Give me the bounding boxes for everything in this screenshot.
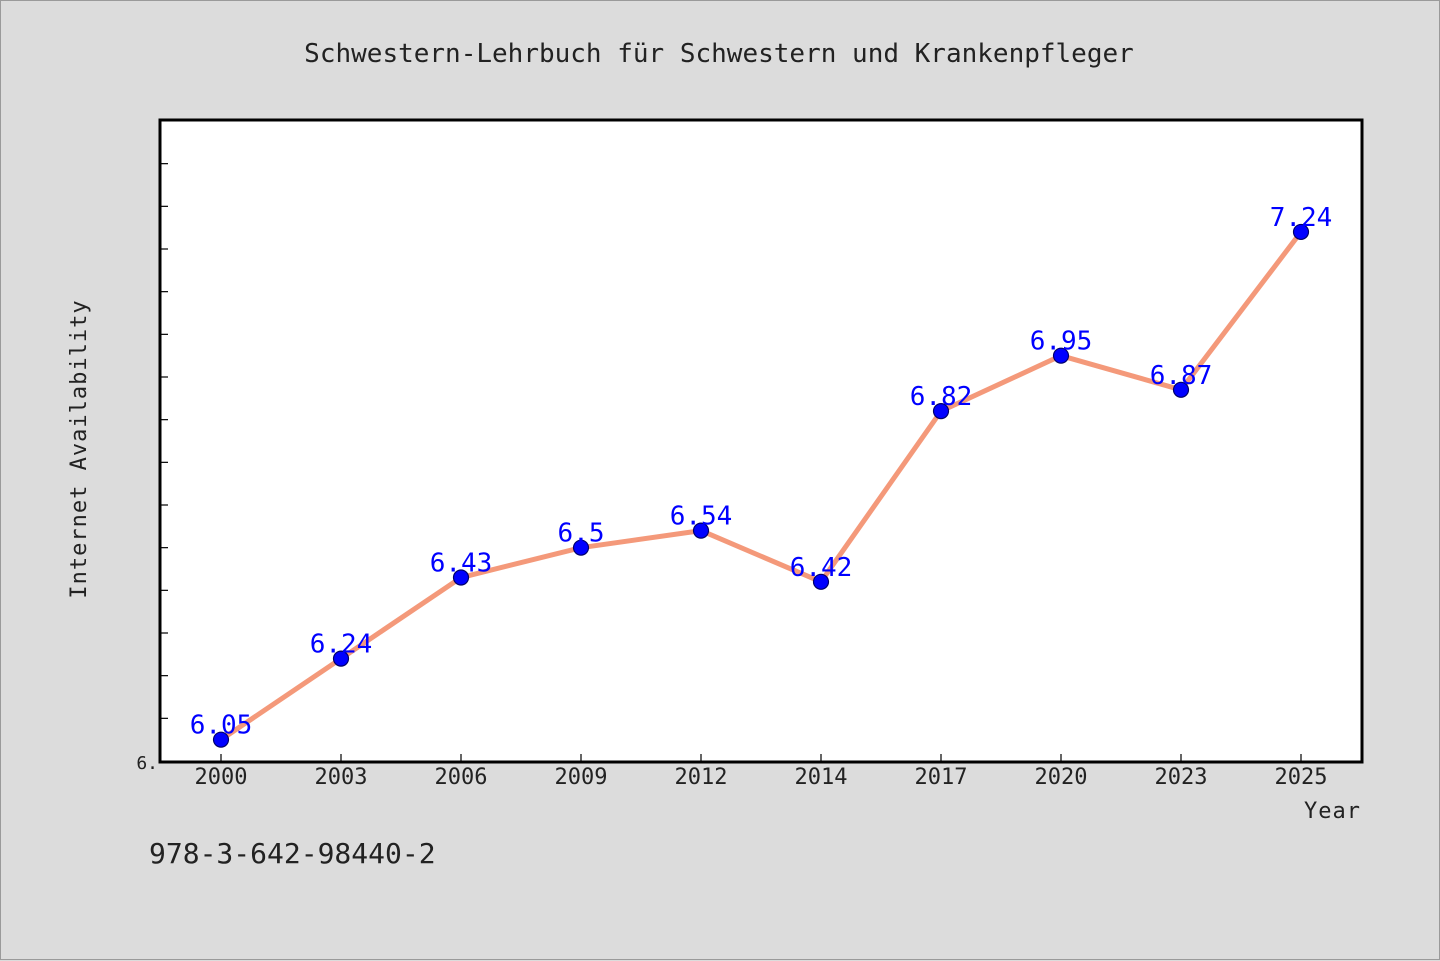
y-tick-label: 6. xyxy=(136,753,158,774)
data-label: 6.43 xyxy=(430,549,493,579)
y-axis-tick-labels: 6. xyxy=(136,753,158,774)
data-point xyxy=(212,731,230,748)
data-point xyxy=(332,650,350,667)
data-label: 6.42 xyxy=(790,553,853,583)
footer-isbn: 978-3-642-98440-2 xyxy=(149,837,436,870)
x-tick-label: 2009 xyxy=(555,765,608,790)
data-labels-group: 6.05 6.24 6.43 6.5 6.54 6.42 6.82 6.95 6.87 7.24 xyxy=(190,203,1333,741)
x-tick-label: 2006 xyxy=(435,765,488,790)
data-label: 6.82 xyxy=(910,382,973,412)
x-tick-label: 2025 xyxy=(1275,765,1328,790)
x-tick-label: 2003 xyxy=(315,765,368,790)
data-label: 6.54 xyxy=(670,502,733,532)
x-tick-label: 2014 xyxy=(795,765,848,790)
data-point xyxy=(1292,223,1310,241)
x-axis-label: Year xyxy=(1304,799,1361,824)
data-point xyxy=(452,569,470,586)
x-axis-tick-labels: 2000 2003 2006 2009 2012 2014 2017 2020 2023 2025 xyxy=(195,765,1328,790)
data-point xyxy=(692,522,710,539)
data-label: 6.87 xyxy=(1150,361,1213,391)
data-point xyxy=(812,573,830,590)
data-point xyxy=(572,539,590,556)
data-label: 6.5 xyxy=(558,519,605,549)
x-tick-label: 2023 xyxy=(1155,765,1208,790)
x-tick-label: 2012 xyxy=(675,765,728,790)
plot-area xyxy=(158,118,1364,764)
chart-title: Schwestern-Lehrbuch für Schwestern und K… xyxy=(304,39,1134,69)
data-point xyxy=(932,403,950,420)
data-label: 6.24 xyxy=(310,630,373,660)
data-label: 6.05 xyxy=(190,711,253,741)
x-tick-label: 2000 xyxy=(195,765,248,790)
data-label: 6.95 xyxy=(1030,327,1093,357)
data-label: 7.24 xyxy=(1270,203,1333,233)
x-tick-label: 2020 xyxy=(1035,765,1088,790)
data-point xyxy=(1172,381,1190,398)
series-line-group xyxy=(219,230,1303,742)
x-axis-ticks xyxy=(220,754,1302,761)
y-axis-label: Internet Availability xyxy=(67,299,92,598)
x-tick-label: 2017 xyxy=(915,765,968,790)
y-axis-ticks xyxy=(161,163,168,719)
series-line xyxy=(219,230,1303,742)
data-point xyxy=(1052,347,1070,364)
series-markers-group xyxy=(212,223,1310,748)
